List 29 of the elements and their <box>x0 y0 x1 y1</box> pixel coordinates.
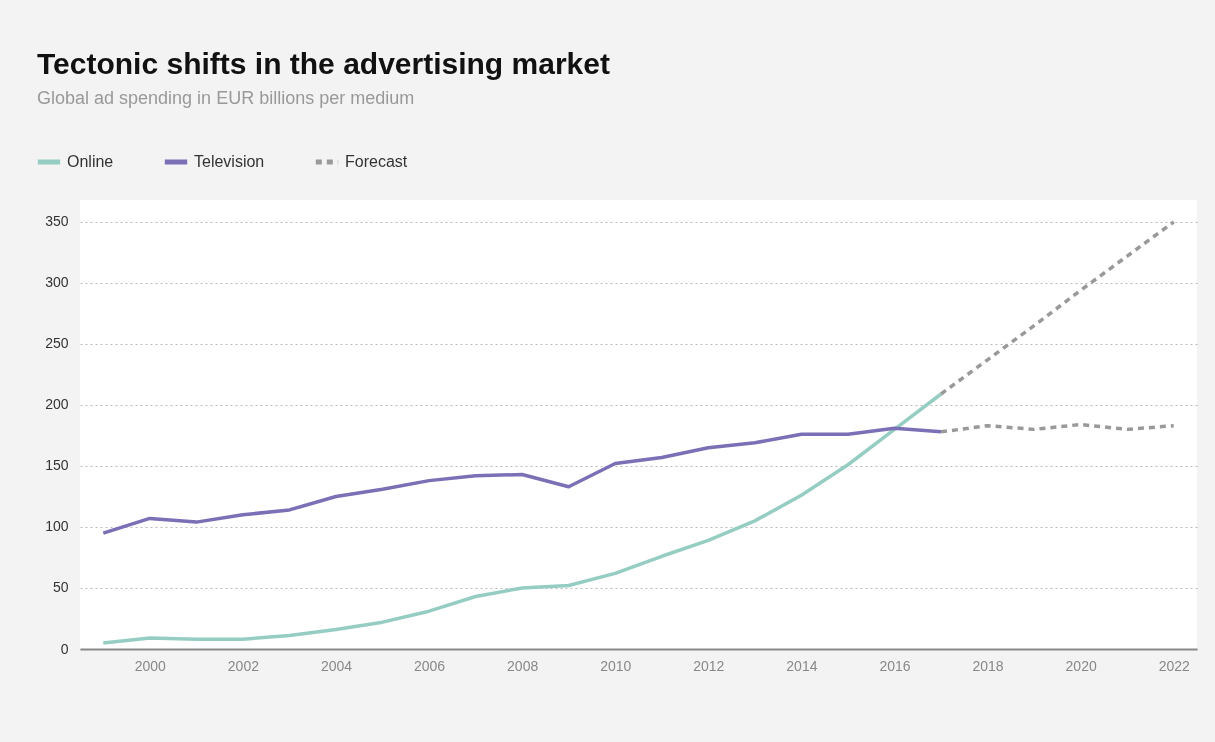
x-tick-label: 2016 <box>879 657 911 674</box>
line-series <box>939 422 1176 434</box>
x-tick-label: 2020 <box>1065 657 1097 674</box>
line-series <box>939 220 1176 396</box>
y-tick-label: 300 <box>45 274 69 291</box>
x-tick-label: 2012 <box>693 657 725 674</box>
y-tick-label: 50 <box>52 579 69 596</box>
x-tick-label: 2010 <box>600 657 632 674</box>
x-tick-label: 2000 <box>134 657 167 674</box>
x-tick-label: 2004 <box>320 657 353 674</box>
legend-label: Online <box>67 153 114 170</box>
y-tick-label: 350 <box>45 213 69 230</box>
chart-subtitle: Global ad spending in EUR billions per medium <box>37 88 415 108</box>
x-tick-label: 2008 <box>507 657 539 674</box>
x-tick-label: 2018 <box>972 657 1004 674</box>
y-tick-label: 100 <box>45 518 69 535</box>
y-tick-label: 200 <box>45 396 69 413</box>
x-tick-label: 2006 <box>413 657 446 674</box>
legend-label: Television <box>194 153 265 170</box>
line-series <box>101 392 943 645</box>
x-tick-label: 2002 <box>227 657 260 674</box>
x-tick-label: 2022 <box>1158 657 1191 674</box>
y-tick-label: 0 <box>60 640 69 657</box>
x-tick-label: 2014 <box>786 657 818 674</box>
chart-title: Tectonic shifts in the advertising market <box>37 47 610 80</box>
line-series <box>101 426 943 535</box>
y-tick-label: 150 <box>45 457 69 474</box>
legend-label: Forecast <box>345 153 408 170</box>
y-tick-label: 250 <box>45 335 69 352</box>
